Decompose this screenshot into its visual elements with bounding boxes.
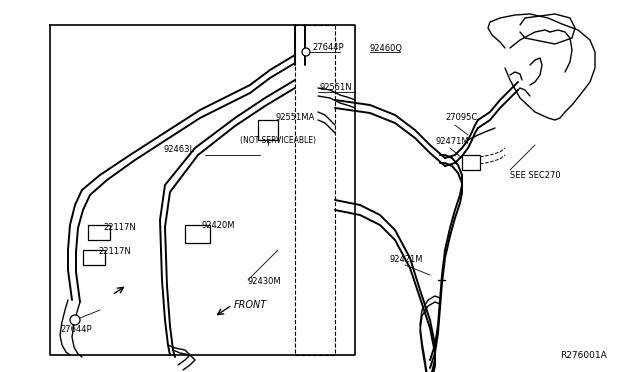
Bar [88, 225, 110, 240]
Text: FRONT: FRONT [234, 300, 268, 310]
Text: 92471M: 92471M [435, 138, 468, 147]
Bar [258, 120, 278, 140]
Text: SEE SEC270: SEE SEC270 [510, 170, 561, 180]
Text: 27095C: 27095C [445, 113, 477, 122]
Bar [185, 225, 210, 243]
Text: 92551N: 92551N [320, 83, 353, 93]
Circle shape [70, 315, 80, 325]
Bar [83, 250, 105, 265]
Text: 92430M: 92430M [248, 278, 282, 286]
Text: 27644P: 27644P [312, 44, 344, 52]
Text: (NOT SERVICEABLE): (NOT SERVICEABLE) [240, 135, 316, 144]
Text: 92551MA: 92551MA [275, 113, 314, 122]
Text: 92463L: 92463L [163, 145, 194, 154]
Text: 92420M: 92420M [202, 221, 236, 230]
Text: 92460Q: 92460Q [370, 44, 403, 52]
Text: 22117N: 22117N [98, 247, 131, 257]
Text: 27644P: 27644P [60, 326, 92, 334]
Text: 92421M: 92421M [390, 256, 424, 264]
Text: 22117N: 22117N [103, 224, 136, 232]
Text: R276001A: R276001A [560, 350, 607, 359]
Bar [462, 155, 480, 170]
Circle shape [302, 48, 310, 56]
